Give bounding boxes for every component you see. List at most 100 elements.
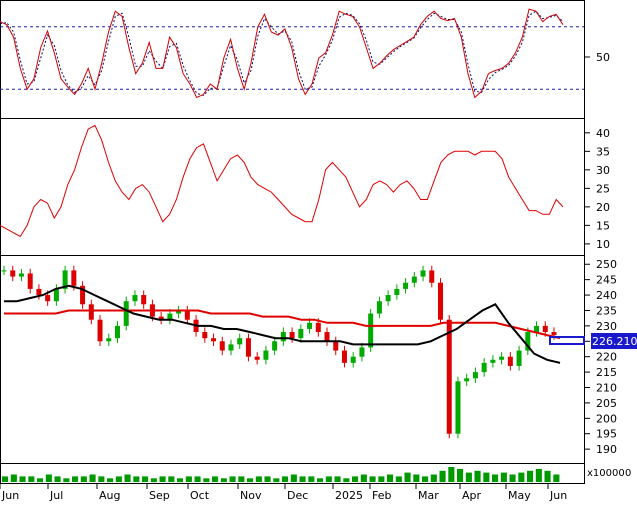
price-tick-label: 205 <box>596 397 617 410</box>
month-label: Sep <box>149 489 170 502</box>
volume-bar <box>282 476 289 482</box>
volume-bar <box>177 478 184 483</box>
volume-bar <box>448 467 455 482</box>
volume-bar <box>159 476 166 482</box>
volume-bar <box>168 476 175 482</box>
price-candle-body <box>464 378 470 382</box>
price-candle-body <box>298 328 304 339</box>
volume-bar <box>352 476 359 482</box>
price-candle-body <box>315 322 321 333</box>
month-label: Dec <box>287 489 308 502</box>
price-candle-body <box>36 288 42 296</box>
month-label: Feb <box>372 489 391 502</box>
volume-bar <box>395 476 402 482</box>
price-candle-body <box>158 316 164 320</box>
month-label: Apr <box>462 489 482 502</box>
price-candle-body <box>420 270 426 277</box>
volume-bar <box>37 478 44 483</box>
price-candle-body <box>403 282 409 289</box>
last-price-tag-text: 226.2100 <box>592 335 637 348</box>
panel-frame-2 <box>0 255 585 464</box>
volume-bar <box>474 470 481 483</box>
volume-bar <box>343 478 350 483</box>
ma-long-line <box>4 309 561 340</box>
volume-unit-suffix: 0 <box>625 468 631 479</box>
volume-bar <box>430 474 437 482</box>
stoch-tick-label: 50 <box>596 51 610 64</box>
volume-bar <box>142 476 149 482</box>
price-tick-labels: 250245240235230225220215210205200195190 <box>584 258 617 456</box>
price-candle-body <box>45 295 51 302</box>
price-candle-body <box>446 319 452 434</box>
volume-bar <box>492 474 499 482</box>
volume-bar <box>255 476 262 482</box>
volume-bar <box>194 476 201 482</box>
volume-bar <box>290 474 297 482</box>
price-tick-label: 245 <box>596 274 617 287</box>
price-candle-body <box>80 285 86 305</box>
volume-bar <box>527 470 534 483</box>
price-candle-body <box>376 301 382 314</box>
month-label: Nov <box>240 489 262 502</box>
stoch-k-line <box>0 8 564 99</box>
month-label: Aug <box>99 489 120 502</box>
price-candle-body <box>429 270 435 283</box>
volume-bar <box>28 476 35 482</box>
volume-bar <box>360 474 367 482</box>
price-candle-body <box>141 295 147 305</box>
price-candle-body <box>359 347 365 357</box>
volume-bar <box>89 474 96 482</box>
volume-bar <box>457 468 464 482</box>
price-panel <box>1 265 561 439</box>
volume-bar <box>107 478 114 483</box>
panel-frames <box>0 0 585 484</box>
price-tick-label: 210 <box>596 382 617 395</box>
volume-bar <box>133 476 140 482</box>
price-candle-body <box>254 356 260 360</box>
volume-bar <box>264 476 271 482</box>
adx-line <box>0 124 564 238</box>
volume-bar <box>10 474 17 482</box>
panel-frame-0 <box>0 0 585 119</box>
price-candle-body <box>132 295 138 302</box>
volume-bar <box>325 476 332 482</box>
month-label: Jun <box>549 489 567 502</box>
volume-bar <box>54 476 61 482</box>
volume-bar <box>220 478 227 483</box>
price-candle-body <box>211 338 217 342</box>
volume-bar <box>229 476 236 482</box>
volume-bar <box>63 478 70 483</box>
adx-tick-label: 35 <box>596 145 610 158</box>
stochastic-panel <box>0 8 590 99</box>
volume-bar <box>422 476 429 482</box>
price-candle-body <box>106 338 112 342</box>
volume-bar <box>404 472 411 482</box>
price-candle-body <box>245 338 251 357</box>
volume-bar <box>203 478 210 483</box>
volume-bar <box>334 476 341 482</box>
price-candle-body <box>472 372 478 379</box>
price-candle-body <box>202 332 208 339</box>
volume-bar <box>150 478 157 483</box>
volume-bar <box>369 476 376 482</box>
volume-bar <box>509 474 516 482</box>
price-candle-body <box>272 341 278 351</box>
price-candle-body <box>368 313 374 348</box>
price-candle-body <box>534 325 540 333</box>
volume-bar <box>518 472 525 482</box>
volume-bar <box>45 474 52 482</box>
volume-bar <box>124 474 131 482</box>
price-candle-body <box>324 332 330 342</box>
price-candle-body <box>97 319 103 342</box>
price-tick-label: 200 <box>596 412 617 425</box>
price-candle-body <box>123 301 129 326</box>
price-candle-body <box>516 350 522 366</box>
price-candle-body <box>350 356 356 363</box>
price-candle-body <box>176 310 182 314</box>
price-tick-label: 230 <box>596 320 617 333</box>
price-candle-body <box>411 276 417 283</box>
volume-bar <box>238 476 245 482</box>
month-axis: Jun Jul Aug Sep Oct Nov Dec 2025 Feb Mar Apr May Jun <box>0 483 567 502</box>
price-candle-body <box>10 270 16 277</box>
